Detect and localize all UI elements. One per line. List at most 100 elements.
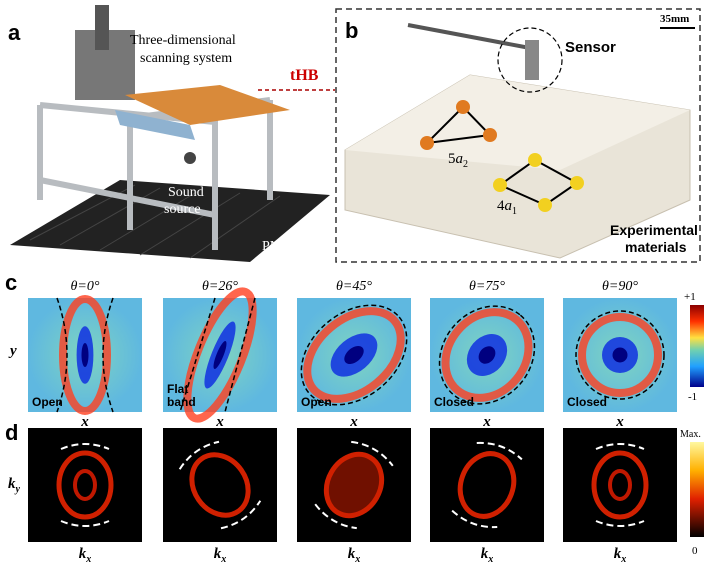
symbol: k: [481, 546, 489, 562]
source-label: source: [164, 202, 201, 217]
panel-label: a: [8, 20, 21, 45]
spectrum-map: [163, 428, 277, 542]
subscript: x: [220, 554, 226, 562]
x-axis-label: kx: [614, 546, 627, 562]
colorbar-max: Max.: [680, 429, 701, 440]
field-ring: [59, 295, 111, 415]
sensor-label: Sensor: [565, 39, 616, 56]
panel-label: b: [345, 18, 358, 43]
map-note: Closed: [434, 395, 474, 409]
x-axis-label: x: [482, 414, 491, 430]
field-ring: [578, 313, 662, 397]
lattice-label: 4a1: [497, 198, 517, 217]
y-axis-label: ky: [8, 476, 21, 495]
subscript: x: [487, 554, 493, 562]
scanner-label: scanning system: [140, 51, 232, 66]
x-axis-label: kx: [481, 546, 494, 562]
subscript: x: [620, 554, 626, 562]
subscript: 2: [463, 159, 468, 170]
x-axis-label: x: [80, 414, 89, 430]
x-axis-label: x: [615, 414, 624, 430]
field-core: [612, 347, 628, 363]
spectrum-ring: [56, 450, 114, 520]
colorbar: [690, 305, 704, 387]
subscript: y: [15, 484, 21, 495]
symbol: a: [456, 151, 464, 167]
panel-label: d: [5, 420, 18, 445]
dashed-arc: [351, 440, 394, 467]
dashed-arc: [178, 440, 220, 470]
dashed-arc: [314, 503, 357, 530]
spectrum-ring: [189, 452, 251, 518]
dashed-arc: [220, 500, 262, 530]
symbol: a: [505, 198, 513, 214]
subscript: x: [85, 554, 91, 562]
spectrum-ring: [591, 450, 649, 520]
colorbar-min: 0: [692, 545, 698, 557]
map-note: Open: [301, 395, 332, 409]
spectrum-map: [563, 428, 677, 542]
field-ring: [441, 308, 533, 402]
symbol: k: [79, 546, 87, 562]
dashed-contour: [224, 297, 256, 413]
symbol: k: [614, 546, 622, 562]
map-title: θ=90°: [602, 279, 638, 294]
scale-bar-label: 35mm: [660, 13, 689, 25]
field-core: [478, 346, 496, 364]
field-core: [81, 343, 89, 367]
field-pattern: [300, 304, 408, 406]
map-note: band: [167, 395, 196, 409]
symbol: k: [214, 546, 222, 562]
map-title: θ=26°: [202, 279, 238, 294]
spectrum-pattern: [314, 440, 394, 530]
spectrum-ring: [457, 451, 517, 519]
dashed-contour: [102, 297, 114, 413]
symbol: k: [8, 476, 16, 492]
dashed-contour: [575, 310, 665, 400]
materials-label: materials: [625, 239, 687, 255]
x-axis-label: x: [215, 414, 224, 430]
lattice-label: 5a2: [448, 151, 468, 170]
field-core: [344, 345, 364, 365]
dashed-arc: [60, 520, 110, 527]
map-title: θ=0°: [71, 279, 100, 294]
x-axis-label: kx: [79, 546, 92, 562]
dashed-contour: [300, 304, 408, 406]
source-label: Sound: [168, 185, 204, 200]
spectrum-pattern: [56, 443, 114, 527]
dashed-arc: [595, 520, 645, 527]
dashed-arc: [595, 443, 645, 450]
spectrum-core: [608, 469, 632, 501]
field-pattern: [59, 295, 111, 415]
map-title: θ=75°: [469, 279, 505, 294]
spectrum-map: [28, 428, 142, 542]
spectrum-ring: [323, 451, 385, 519]
panel-a-scene: [10, 5, 330, 262]
subscript: 1: [512, 206, 517, 217]
y-axis-label: y: [8, 343, 17, 359]
dashed-contour: [56, 297, 68, 413]
field-ring: [303, 307, 405, 403]
map-note: Closed: [567, 395, 607, 409]
dashed-contour: [179, 297, 216, 413]
scanner-label: Three-dimensional: [130, 33, 236, 48]
pml-label: PML: [262, 239, 291, 254]
x-axis-label: x: [349, 414, 358, 430]
coefficient: 4: [497, 198, 505, 214]
spectrum-pattern: [178, 440, 262, 530]
map-title: θ=45°: [336, 279, 372, 294]
x-axis-label: kx: [214, 546, 227, 562]
colorbar-min: -1: [688, 391, 697, 403]
materials-label: Experimental: [610, 222, 698, 238]
subscript: x: [354, 554, 360, 562]
x-axis-label: kx: [348, 546, 361, 562]
field-core: [213, 341, 227, 369]
panel-b-frame: [335, 8, 701, 263]
map-note: Flat: [167, 382, 188, 396]
map-note: Open: [32, 395, 63, 409]
panel-label: c: [5, 270, 17, 295]
field-pattern: [575, 310, 665, 400]
